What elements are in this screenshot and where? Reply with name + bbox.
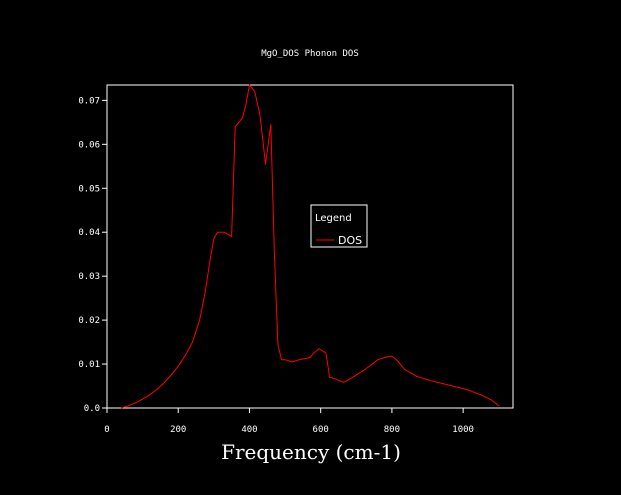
x-tick-label: 800 xyxy=(384,425,400,435)
plot-frame xyxy=(106,84,514,409)
y-tick-label: 0.01 xyxy=(78,360,100,370)
x-tick-label: 600 xyxy=(313,425,329,435)
y-tick-label: 0.03 xyxy=(78,272,100,282)
x-tick-label: 1000 xyxy=(452,425,474,435)
legend-entry-dos: DOS xyxy=(338,234,362,247)
series-line-dos xyxy=(121,84,500,409)
y-tick-label: 0.04 xyxy=(78,228,100,238)
legend-title: Legend xyxy=(315,213,352,224)
y-tick-label: 0.06 xyxy=(78,140,100,150)
x-axis-label: Frequency (cm-1) xyxy=(221,440,401,464)
y-tick-label: 0.05 xyxy=(78,184,100,194)
y-tick-label: 0.02 xyxy=(78,316,100,326)
x-axis-ticks: 0 200 400 600 800 1000 xyxy=(104,408,474,435)
chart-title: MgO_DOS Phonon DOS xyxy=(261,49,359,59)
y-tick-label: 0.0 xyxy=(84,404,100,414)
x-tick-label: 400 xyxy=(241,425,257,435)
x-tick-label: 200 xyxy=(170,425,186,435)
y-tick-label: 0.07 xyxy=(78,96,100,106)
plot-area-border xyxy=(106,84,514,409)
legend: Legend DOS xyxy=(310,204,368,248)
y-axis-ticks: 0.0 0.01 0.02 0.03 0.04 0.05 0.06 0.07 xyxy=(78,96,107,414)
series-layer xyxy=(121,84,500,409)
x-tick-label: 0 xyxy=(104,425,109,435)
